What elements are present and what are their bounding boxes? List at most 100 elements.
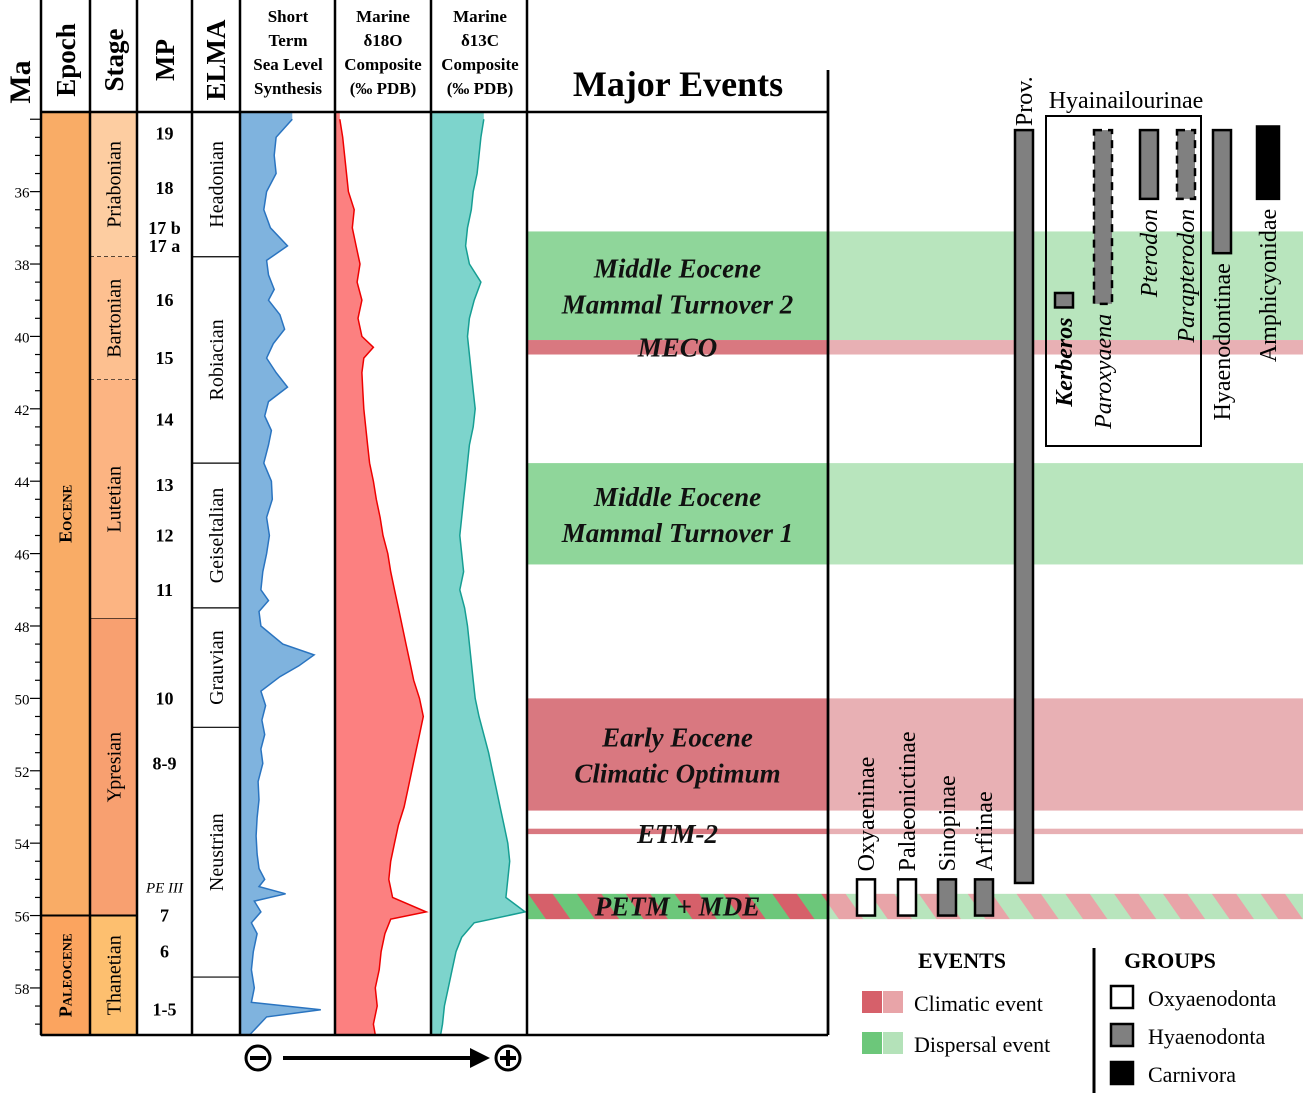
- taxon-range-bar: [973, 878, 995, 917]
- header-d18o: Marine δ18O Composite (‰ PDB): [344, 7, 422, 98]
- elma-label: Robiacian: [206, 319, 228, 400]
- mp-label: 12: [156, 525, 174, 545]
- taxon-range-bar: [1211, 128, 1233, 255]
- stage-box: [90, 112, 137, 257]
- legend-dispersal-swatch-light: [883, 1032, 903, 1054]
- mp-label: 19: [156, 124, 174, 144]
- mp-label: 16: [156, 290, 174, 310]
- event-band-strong: [527, 231, 828, 341]
- stage-box: [90, 618, 137, 916]
- mp-label: PE III: [145, 881, 184, 897]
- header-epoch: Epoch: [51, 23, 81, 97]
- axis-tick-label: 42: [15, 403, 30, 419]
- event-label: ETM-2: [636, 819, 718, 849]
- header-d13c-line-4: (‰ PDB): [447, 79, 514, 98]
- header-d18o-line-3: Composite: [344, 55, 422, 74]
- axis-tick-label: 38: [15, 258, 30, 274]
- event-band-strong: [527, 463, 828, 565]
- hyainailourinae-box: [1045, 115, 1202, 447]
- legend-climatic-label: Climatic event: [914, 991, 1043, 1016]
- legend-groups-title: GROUPS: [1124, 948, 1216, 973]
- axis-tick-label: 44: [15, 475, 31, 491]
- stage-box: [90, 915, 137, 1035]
- legend-oxyaenodonta-label: Oxyaenodonta: [1148, 986, 1277, 1011]
- curve-area: [431, 112, 526, 1035]
- axis-tick-label: 52: [15, 765, 30, 781]
- arrow-head-icon: [470, 1048, 490, 1068]
- stage-box: [90, 256, 137, 380]
- stage-label: Ypresian: [104, 732, 126, 802]
- event-label: PETM + MDE: [594, 892, 760, 922]
- mp-label: 18: [156, 178, 174, 198]
- mp-label: 17 a: [149, 236, 181, 256]
- event-band-light: [828, 463, 1303, 565]
- taxon-range-bar: [1255, 125, 1281, 201]
- event-band-light: [828, 340, 1303, 355]
- mp-label: 1-5: [153, 1000, 177, 1020]
- elma-label: Headonian: [206, 141, 228, 228]
- mp-label: 17 b: [148, 218, 181, 238]
- legend-dispersal-swatch-dark: [862, 1032, 882, 1054]
- event-label: MECO: [637, 332, 718, 362]
- hyainailourinae-label: Hyainailourinae: [1049, 88, 1204, 114]
- legend-hyaenodonta-label: Hyaenodonta: [1148, 1024, 1266, 1049]
- mp-label: 11: [156, 580, 173, 600]
- event-band-light: [828, 828, 1303, 835]
- column-frames: 36 38 40 42 44 46 48 50 52 54 56 58: [15, 0, 830, 1037]
- legend-oxyaenodonta-swatch: [1109, 984, 1135, 1010]
- curve-line: [339, 119, 429, 1036]
- mp-label: 13: [156, 475, 174, 495]
- elma-label: Neustrian: [206, 813, 228, 891]
- curve-area: [240, 112, 321, 1035]
- column-headers: Ma Epoch Stage MP ELMA Short Term Sea Le…: [4, 7, 783, 104]
- header-elma: ELMA: [201, 19, 231, 101]
- event-band-strong: [527, 828, 828, 835]
- taxon-label: Pterodon: [1137, 209, 1163, 298]
- event-band-light: [828, 698, 1303, 811]
- header-sea-level-line-2: Term: [268, 31, 307, 50]
- taxon-label: Hyaenodontinae: [1210, 263, 1236, 420]
- timescale-columns: Eocene Paleocene Priabonian Bartonian Luteti…: [40, 111, 240, 1036]
- axis-tick-label: 56: [15, 910, 31, 926]
- epoch-label: Eocene: [56, 485, 76, 543]
- header-ma: Ma: [4, 60, 37, 103]
- legend-carnivora-swatch: [1109, 1060, 1135, 1086]
- axis-tick-label: 36: [15, 186, 31, 202]
- taxon-label: Amphicyonidae: [1256, 209, 1282, 362]
- proxy-curves: [240, 112, 527, 1036]
- legend-climatic-swatch-dark: [862, 991, 882, 1013]
- stage-box: [90, 379, 137, 619]
- epoch-box: [40, 111, 91, 917]
- taxon-range-bar: [1092, 128, 1114, 306]
- curve-area: [335, 112, 427, 1035]
- taxon-range-bar: [936, 878, 958, 917]
- mp-label: 15: [156, 348, 174, 368]
- mp-label: 14: [156, 410, 174, 430]
- header-d18o-line-1: Marine: [356, 7, 410, 26]
- legend-hyaenodonta-swatch: [1109, 1022, 1135, 1048]
- event-label: Mammal Turnover 1: [561, 518, 794, 548]
- taxon-range-bar: [896, 878, 918, 917]
- proxy-direction-arrow: [244, 1044, 522, 1072]
- legend-climatic-swatch-light: [883, 991, 903, 1013]
- axis-tick-label: 58: [15, 982, 30, 998]
- epoch-label: Paleocene: [56, 933, 76, 1017]
- taxon-label: Parapterodon: [1174, 209, 1200, 344]
- mp-label: 8-9: [153, 754, 177, 774]
- event-band-strong: [527, 893, 828, 920]
- event-band-strong: [527, 698, 828, 811]
- legend-events-title: EVENTS: [918, 948, 1006, 973]
- header-sea-level-line-1: Short: [268, 7, 309, 26]
- header-d18o-line-4: (‰ PDB): [350, 79, 417, 98]
- taxon-label: Prov.: [1012, 76, 1038, 126]
- curve-line: [439, 119, 527, 1036]
- elma-label: Grauvian: [206, 630, 228, 704]
- header-d18o-line-2: δ18O: [363, 31, 402, 50]
- legend-carnivora-label: Carnivora: [1148, 1062, 1236, 1087]
- axis-tick-label: 50: [15, 692, 30, 708]
- taxon-label: Kerberos: [1052, 317, 1078, 407]
- taxon-range-bar: [855, 878, 877, 917]
- stage-label: Priabonian: [104, 141, 126, 228]
- mp-label: 7: [160, 906, 169, 926]
